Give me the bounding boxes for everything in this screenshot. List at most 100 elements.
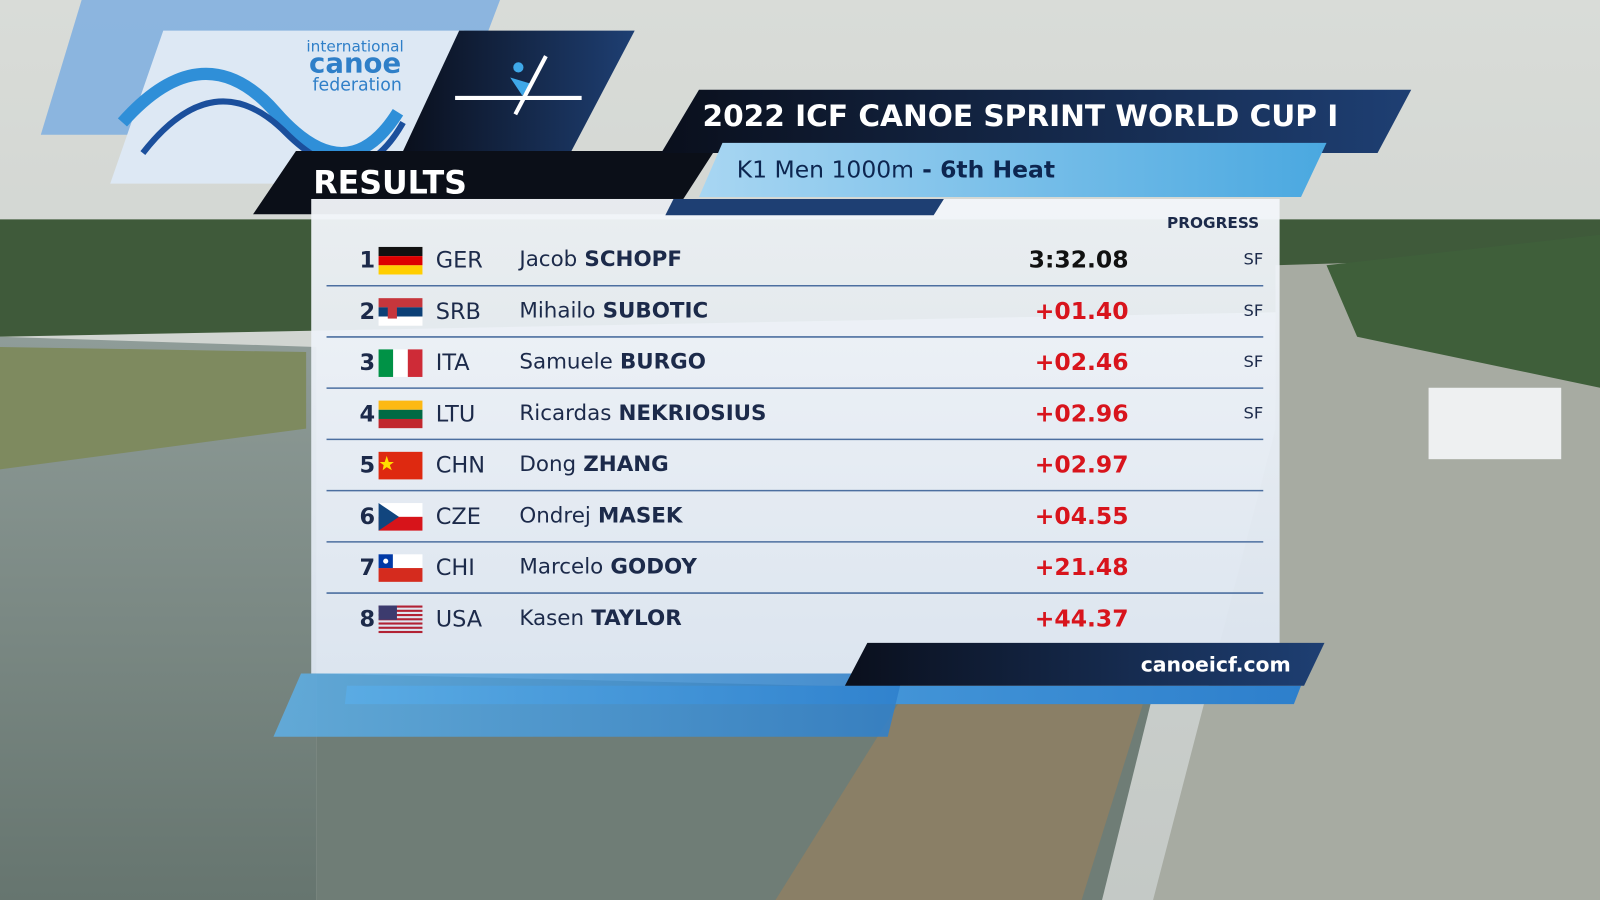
subtitle-banner xyxy=(698,142,1327,197)
country-code: CHN xyxy=(436,453,485,479)
result-time: +02.96 xyxy=(1035,399,1129,427)
athlete-name: Jacob SCHOPF xyxy=(517,247,682,272)
flag-part xyxy=(378,400,423,410)
country-code: CHI xyxy=(436,555,475,581)
result-time: +44.37 xyxy=(1035,604,1129,632)
result-time: +04.55 xyxy=(1035,502,1129,530)
first-name: Mihailo xyxy=(519,298,595,323)
shore xyxy=(775,704,1143,900)
heat: 6th Heat xyxy=(940,155,1055,183)
result-row: 3 ITA Samuele BURGO +02.46 SF xyxy=(326,348,1264,389)
event: K1 Men 1000m xyxy=(737,155,914,183)
athlete-name: Mihailo SUBOTIC xyxy=(519,298,708,323)
last-name: ZHANG xyxy=(583,452,669,477)
flag-part xyxy=(378,349,394,377)
last-name: SCHOPF xyxy=(584,247,682,272)
results-rows: 1 GER Jacob SCHOPF 3:32.08 SF 2 SRB Mihailo SUBOT… xyxy=(326,246,1264,634)
result-time: +21.48 xyxy=(1035,553,1129,581)
subtitle: K1 Men 1000m -6th Heat xyxy=(737,155,1055,183)
last-name: SUBOTIC xyxy=(603,298,709,323)
footer-bar xyxy=(273,673,904,737)
athlete-name: Kasen TAYLOR xyxy=(519,606,682,631)
flag-part xyxy=(378,630,423,634)
flag-part xyxy=(407,349,423,377)
flag-part xyxy=(378,298,423,308)
first-name: Kasen xyxy=(519,606,584,631)
rank: 8 xyxy=(360,606,376,632)
result-time: 3:32.08 xyxy=(1029,246,1129,274)
first-name: Jacob xyxy=(517,247,577,272)
first-name: Ricardas xyxy=(519,401,611,426)
title-banner xyxy=(661,89,1412,154)
result-time: +01.40 xyxy=(1035,297,1129,325)
result-row: 8 USA Kasen TAYLOR +44.37 xyxy=(360,604,1129,634)
flag-part xyxy=(378,307,423,317)
first-name: Samuele xyxy=(519,350,612,375)
result-row: 2 SRB Mihailo SUBOTIC +01.40 SF xyxy=(326,297,1264,338)
athlete-name: Ricardas NEKRIOSIUS xyxy=(519,401,766,426)
country-code: USA xyxy=(436,606,483,632)
url-banner xyxy=(844,642,1325,686)
flag-part xyxy=(378,568,423,582)
separator: - xyxy=(922,155,932,183)
water xyxy=(0,336,317,900)
last-name: BURGO xyxy=(620,350,706,375)
rank: 2 xyxy=(360,299,376,325)
last-name: GODOY xyxy=(610,555,697,580)
flag-part xyxy=(378,503,399,531)
last-name: MASEK xyxy=(598,503,684,528)
flag-part xyxy=(378,316,423,326)
flag-part xyxy=(378,613,423,617)
discipline-box xyxy=(403,30,635,152)
flag-part xyxy=(378,618,423,621)
logo-text: federation xyxy=(312,76,401,96)
tent xyxy=(1428,387,1562,460)
results-label: RESULTS xyxy=(313,166,467,202)
result-row: 5 CHN Dong ZHANG +02.97 xyxy=(326,451,1264,492)
flag-part xyxy=(378,622,423,625)
flag-part xyxy=(378,246,423,257)
results-banner xyxy=(253,151,715,215)
progress: SF xyxy=(1244,250,1264,269)
results-panel xyxy=(311,198,1280,674)
rank: 5 xyxy=(360,453,376,479)
flag-part xyxy=(378,265,423,275)
logo-text: international xyxy=(306,37,403,55)
flag-star xyxy=(379,455,394,471)
country-code: CZE xyxy=(436,504,481,530)
last-name: NEKRIOSIUS xyxy=(619,401,767,426)
logo-text: canoe xyxy=(309,47,401,79)
athlete-name: Marcelo GODOY xyxy=(519,555,697,580)
rank: 4 xyxy=(360,401,376,427)
flag-part xyxy=(378,605,397,620)
first-name: Ondrej xyxy=(519,503,590,528)
flag-part xyxy=(378,256,423,266)
result-row: 6 CZE Ondrej MASEK +04.55 xyxy=(326,502,1264,543)
rank: 3 xyxy=(360,350,376,376)
country-code: SRB xyxy=(436,299,481,325)
flag-part xyxy=(387,303,397,319)
athlete-name: Dong ZHANG xyxy=(519,452,668,477)
flag-part xyxy=(378,609,423,612)
trees-right xyxy=(1326,234,1600,388)
flag-part xyxy=(378,418,423,429)
logo-wave xyxy=(117,67,404,160)
result-time: +02.97 xyxy=(1035,451,1129,479)
bank xyxy=(0,346,307,470)
athlete-name: Ondrej MASEK xyxy=(519,503,684,528)
country-code: ITA xyxy=(436,350,471,376)
progress-header: PROGRESS xyxy=(1167,214,1259,232)
url: canoeicf.com xyxy=(1141,652,1291,676)
flag-part xyxy=(378,605,423,608)
result-row: 1 GER Jacob SCHOPF 3:32.08 SF xyxy=(326,246,1264,287)
progress: SF xyxy=(1244,403,1264,422)
rank: 6 xyxy=(360,504,376,530)
flag-star xyxy=(383,558,389,564)
country-code: GER xyxy=(436,248,483,274)
first-name: Dong xyxy=(519,452,576,477)
panel-accent xyxy=(665,198,944,216)
rank: 7 xyxy=(360,555,376,581)
rank: 1 xyxy=(360,248,376,274)
